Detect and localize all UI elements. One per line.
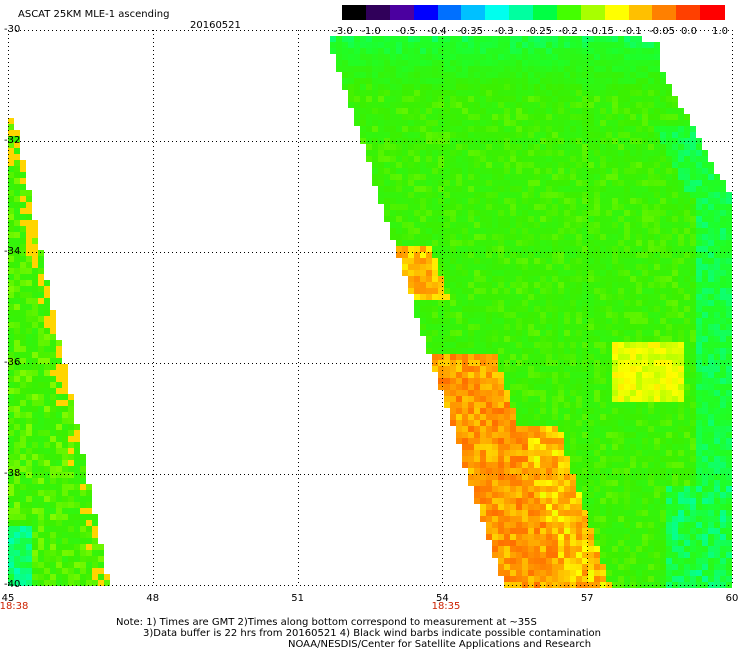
color-scale-swatch (604, 5, 630, 20)
color-scale-swatch (628, 5, 653, 20)
swath-time-label: 18:35 (431, 601, 461, 612)
scale-label: -0.25 (526, 26, 552, 37)
scale-label: -0.15 (588, 26, 614, 37)
lat-label: -40 (4, 579, 21, 590)
lon-label: 51 (291, 593, 304, 604)
lon-label: 57 (580, 593, 594, 604)
color-scale-swatch (676, 5, 701, 20)
data-swaths (8, 36, 732, 588)
credit-line: NOAA/NESDIS/Center for Satellite Applica… (288, 639, 592, 650)
scale-label: -0.5 (396, 26, 416, 37)
map-title: ASCAT 25KM MLE-1 ascending (18, 9, 170, 20)
lat-label: -30 (4, 24, 21, 35)
footnotes: Note: 1) Times are GMT 2)Times along bot… (116, 617, 601, 650)
scale-label: 1.0 (712, 26, 728, 37)
color-scale-swatch (461, 5, 486, 20)
lat-label: -36 (4, 357, 21, 368)
scale-label: -3.0 (333, 26, 353, 37)
swath-time-label: 18:38 (0, 601, 29, 612)
scale-label: -0.05 (649, 26, 675, 37)
color-scale-swatch (700, 5, 725, 20)
lon-label: 48 (146, 593, 160, 604)
lon-label: 45 (1, 593, 15, 604)
color-scale-swatch (580, 5, 606, 20)
color-scale-swatch (437, 5, 462, 20)
color-scale-swatch (413, 5, 439, 20)
color-scale-swatch (389, 5, 415, 20)
scale-label: -1.0 (361, 26, 381, 37)
map-date: 20160521 (190, 20, 241, 31)
lon-label: 54 (436, 593, 449, 604)
note-line: 3)Data buffer is 22 hrs from 20160521 4)… (143, 628, 601, 639)
note-line: Note: 1) Times are GMT 2)Times along bot… (116, 617, 537, 628)
color-scale-swatch (652, 5, 677, 20)
color-scale-swatch (342, 5, 367, 20)
color-scale-swatch (533, 5, 558, 20)
lat-label: -38 (4, 468, 21, 479)
scale-label: 0.0 (681, 26, 697, 37)
color-scale-swatch (556, 5, 582, 20)
scale-label: -0.4 (427, 26, 447, 37)
lat-label: -34 (4, 246, 21, 257)
lon-label: 60 (725, 593, 739, 604)
scale-label: -0.2 (558, 26, 578, 37)
color-scale-swatch (365, 5, 391, 20)
lat-lon-grid (8, 30, 733, 586)
scale-label: -0.3 (494, 26, 514, 37)
scale-label: -0.35 (457, 26, 483, 37)
color-scale-swatch (485, 5, 510, 20)
lat-label: -32 (4, 135, 21, 146)
scale-label: -0.1 (622, 26, 642, 37)
color-scale-swatch (509, 5, 534, 20)
